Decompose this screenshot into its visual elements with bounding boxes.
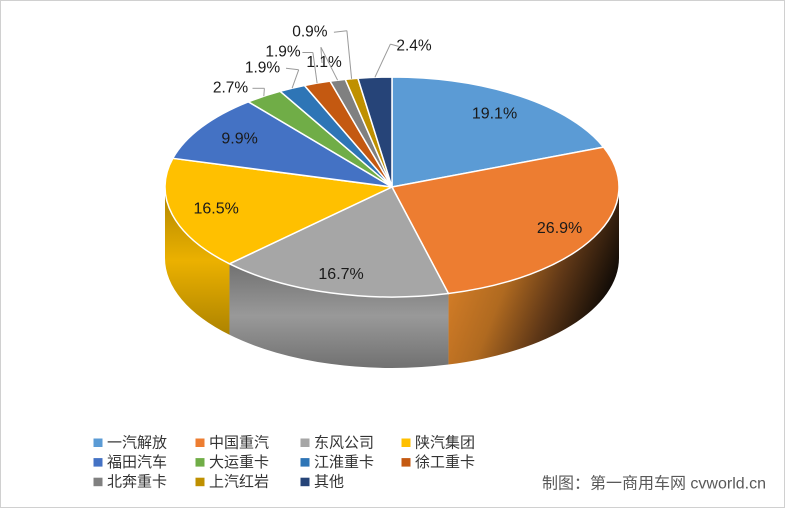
svg-text:19.1%: 19.1% [472, 106, 517, 123]
svg-text:2.4%: 2.4% [396, 37, 432, 54]
svg-text:2.7%: 2.7% [213, 79, 249, 96]
svg-text:1.9%: 1.9% [245, 59, 281, 76]
svg-text:徐工重卡: 徐工重卡 [415, 454, 475, 471]
svg-text:江淮重卡: 江淮重卡 [314, 454, 374, 471]
svg-text:东风公司: 东风公司 [314, 435, 374, 452]
svg-text:陕汽集团: 陕汽集团 [415, 435, 475, 452]
svg-text:16.5%: 16.5% [194, 200, 239, 217]
svg-text:0.9%: 0.9% [292, 23, 328, 40]
svg-text:16.7%: 16.7% [318, 266, 363, 283]
svg-text:上汽红岩: 上汽红岩 [209, 474, 269, 491]
svg-text:一汽解放: 一汽解放 [107, 435, 167, 452]
svg-text:福田汽车: 福田汽车 [107, 454, 167, 471]
svg-text:中国重汽: 中国重汽 [209, 435, 269, 452]
svg-text:北奔重卡: 北奔重卡 [107, 474, 167, 491]
svg-text:大运重卡: 大运重卡 [209, 454, 269, 471]
svg-text:其他: 其他 [314, 474, 344, 491]
svg-text:9.9%: 9.9% [221, 130, 257, 147]
svg-text:制图：第一商用车网 cvworld.cn: 制图：第一商用车网 cvworld.cn [542, 475, 766, 493]
svg-text:26.9%: 26.9% [537, 220, 582, 237]
svg-text:1.1%: 1.1% [306, 54, 342, 71]
svg-text:1.9%: 1.9% [265, 44, 301, 61]
